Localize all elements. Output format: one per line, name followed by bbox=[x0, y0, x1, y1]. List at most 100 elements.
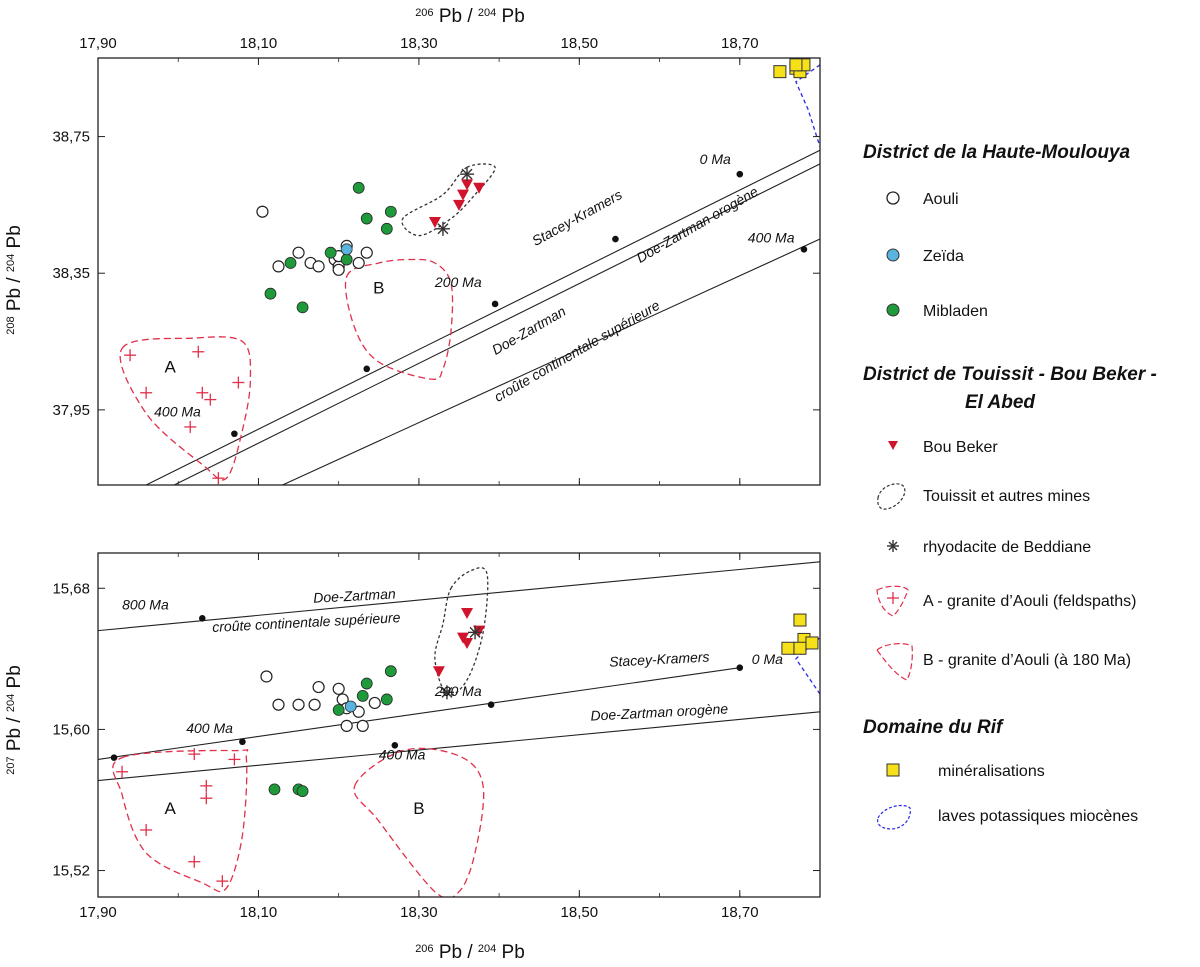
mibladen-point bbox=[384, 205, 397, 218]
x-tick-label: 17,90 bbox=[79, 904, 117, 921]
aouli-point bbox=[352, 256, 365, 270]
bou-beker-point bbox=[473, 182, 486, 194]
age-label: 0 Ma bbox=[752, 651, 783, 667]
x-tick-label: 18,10 bbox=[240, 35, 278, 52]
legend-mibladen-label: Mibladen bbox=[923, 303, 988, 320]
granite-a-point bbox=[216, 875, 229, 888]
age-point bbox=[487, 701, 495, 709]
age-label: 400 Ma bbox=[186, 720, 233, 736]
top-chart: 206 Pb / 204 Pb 208 Pb / 204 Pb 400 Ma 20… bbox=[4, 6, 821, 486]
granite-a-field bbox=[119, 336, 252, 481]
touissit-field bbox=[434, 567, 489, 696]
aouli-point bbox=[312, 680, 325, 694]
plot-frame bbox=[97, 57, 821, 486]
legend-aouli-marker bbox=[886, 191, 900, 205]
age-point bbox=[231, 430, 238, 438]
granite-a-point bbox=[140, 386, 153, 399]
granite-a-point bbox=[200, 779, 213, 792]
age-point bbox=[800, 245, 808, 253]
mibladen-point bbox=[284, 257, 297, 269]
x-tick-label: 18,30 bbox=[400, 35, 438, 52]
age-point bbox=[239, 738, 246, 746]
mibladen-point bbox=[324, 246, 337, 259]
mibladen-point bbox=[380, 693, 393, 706]
bottom-chart: 206 Pb / 204 Pb 207 Pb / 204 Pb 800 Ma 40… bbox=[4, 552, 821, 963]
beddiane-point bbox=[435, 221, 450, 236]
legend-zeida-label: Zeïda bbox=[923, 248, 964, 265]
legend-laves-label: laves potassiques miocènes bbox=[938, 808, 1138, 825]
mibladen-point bbox=[340, 253, 353, 266]
x-tick-label: 18,30 bbox=[400, 904, 438, 921]
beddiane-point bbox=[439, 685, 454, 700]
field-letter: A bbox=[165, 357, 177, 376]
aouli-point bbox=[272, 260, 285, 273]
bou-beker-point bbox=[428, 216, 441, 228]
mineral-point bbox=[773, 65, 787, 79]
bou-beker-point bbox=[461, 607, 474, 619]
granite-a-point bbox=[140, 823, 153, 836]
legend-laves-marker bbox=[877, 804, 911, 830]
aouli-point bbox=[260, 670, 273, 683]
legend-aouli-label: Aouli bbox=[923, 191, 959, 208]
granite-a-point bbox=[188, 748, 201, 761]
top-y-axis-title: 208 Pb / 204 Pb bbox=[4, 225, 25, 335]
granite-a-point bbox=[184, 420, 197, 433]
granite-a-point bbox=[188, 855, 201, 868]
aouli-point bbox=[312, 260, 325, 273]
curve-label: Stacey-Kramers bbox=[529, 186, 625, 249]
mibladen-point bbox=[268, 783, 281, 796]
granite-a-point bbox=[124, 349, 137, 362]
x-tick-label: 17,90 bbox=[79, 35, 117, 52]
bottom-y-axis-title: 207 Pb / 204 Pb bbox=[4, 665, 25, 775]
curve-label: Doe-Zartman orogène bbox=[590, 700, 729, 723]
age-point bbox=[198, 614, 206, 622]
mineral-point bbox=[781, 641, 795, 655]
age-point bbox=[736, 664, 744, 671]
y-tick-label: 38,35 bbox=[52, 265, 90, 282]
legend: District de la Haute-Moulouya Aouli Zeïd… bbox=[863, 142, 1157, 830]
beddiane-point bbox=[468, 625, 483, 640]
aouli-point bbox=[256, 205, 269, 218]
aouli-point bbox=[360, 246, 373, 259]
field-letter: B bbox=[373, 279, 384, 298]
curve-label: Doe-Zartman bbox=[489, 303, 569, 358]
mineral-point bbox=[789, 58, 803, 72]
legend-touissit-label: Touissit et autres mines bbox=[923, 488, 1090, 505]
legend-beddiane-marker bbox=[887, 540, 899, 552]
bou-beker-point bbox=[473, 625, 486, 637]
legend-mineral-label: minéralisations bbox=[938, 763, 1045, 780]
bottom-x-axis-title: 206 Pb / 204 Pb bbox=[415, 942, 525, 963]
x-tick-label: 18,70 bbox=[721, 904, 759, 921]
bou-beker-point bbox=[453, 199, 465, 211]
granite-a-point bbox=[200, 792, 213, 805]
curve-label: croûte continentale supérieure bbox=[212, 609, 401, 635]
zeida-point bbox=[344, 700, 357, 713]
legend-granite-b-marker bbox=[876, 643, 913, 681]
curve-label: Stacey-Kramers bbox=[609, 649, 710, 670]
aouli-point bbox=[292, 698, 305, 711]
age-point bbox=[391, 741, 399, 749]
mineral-point bbox=[793, 613, 807, 627]
aouli-point bbox=[332, 263, 345, 276]
legend-mineral-marker bbox=[886, 763, 900, 777]
reference-line-doe-zartman-orogene bbox=[173, 163, 820, 485]
granite-a-point bbox=[212, 472, 225, 485]
age-point bbox=[612, 235, 619, 243]
age-point bbox=[110, 754, 118, 761]
granite-a-point bbox=[232, 376, 245, 389]
mibladen-point bbox=[356, 689, 369, 702]
legend-granite-a-label: A - granite d’Aouli (feldspaths) bbox=[923, 593, 1136, 610]
age-point bbox=[491, 300, 499, 308]
granite-a-point bbox=[116, 765, 129, 778]
plot-frame bbox=[97, 552, 821, 898]
age-label: 400 Ma bbox=[154, 404, 201, 420]
mibladen-point bbox=[384, 665, 397, 678]
aouli-point bbox=[292, 246, 305, 259]
mineral-point bbox=[805, 636, 819, 650]
reference-line-doe-zartman-orogene bbox=[98, 711, 820, 782]
age-label: 200 Ma bbox=[434, 683, 482, 699]
granite-b-field bbox=[344, 258, 454, 380]
age-label: 0 Ma bbox=[700, 151, 731, 167]
zeida-point bbox=[340, 243, 353, 256]
beddiane-point-d2 bbox=[441, 686, 453, 698]
